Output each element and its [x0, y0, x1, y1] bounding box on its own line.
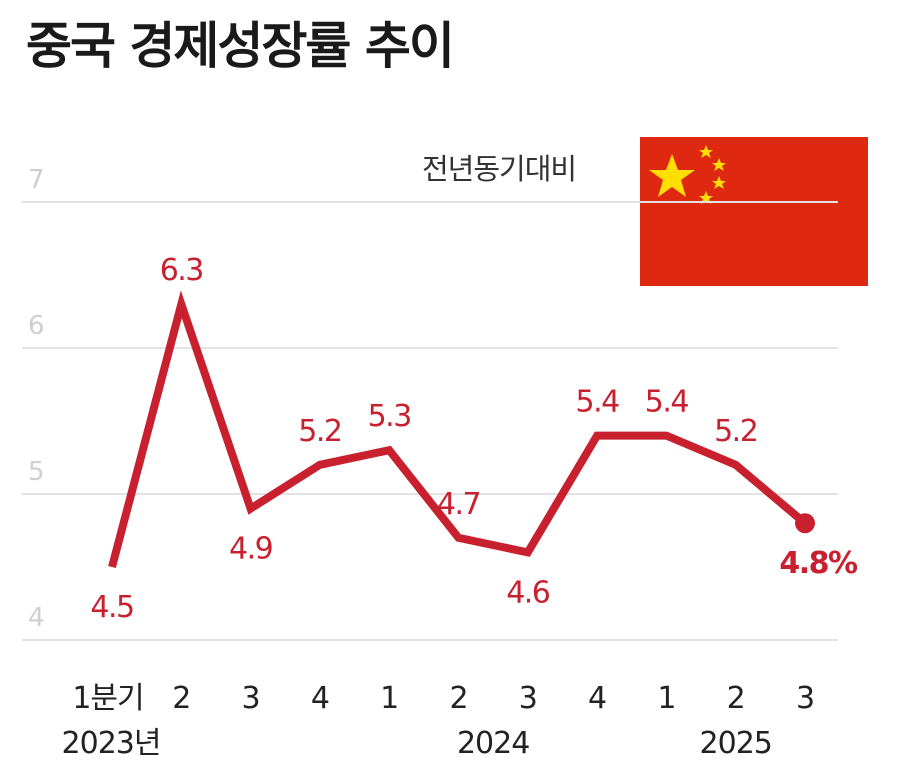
data-label: 4.6 [506, 575, 550, 610]
chart-title: 중국 경제성장률 추이 [26, 17, 455, 75]
y-tick-label: 6 [28, 311, 45, 341]
data-label: 4.5 [90, 590, 133, 625]
data-label: 5.3 [368, 399, 411, 434]
data-label: 5.2 [298, 414, 341, 449]
data-label: 4.8% [779, 546, 858, 581]
x-tick-label: 4 [311, 681, 329, 716]
x-tick-label: 2 [449, 681, 467, 716]
data-label: 5.4 [645, 385, 689, 420]
x-tick-label: 4 [588, 681, 606, 716]
y-tick-label: 5 [28, 457, 45, 487]
x-tick-label: 2 [727, 681, 745, 716]
data-label: 4.9 [229, 532, 272, 567]
x-tick-label: 3 [796, 681, 814, 716]
data-label: 4.7 [437, 487, 480, 522]
x-tick-label: 1 [380, 681, 398, 716]
data-label: 5.2 [714, 414, 757, 449]
x-tick-label: 1분기 [72, 681, 143, 716]
year-label: 2023년 [62, 726, 161, 761]
end-point-marker [795, 513, 815, 534]
chart-subtitle: 전년동기대비 [422, 152, 577, 186]
data-label: 5.4 [575, 385, 619, 420]
year-label: 2024 [457, 726, 529, 761]
x-tick-label: 1 [657, 681, 675, 716]
x-tick-label: 2 [172, 681, 190, 716]
y-tick-label: 4 [28, 603, 45, 633]
y-tick-label: 7 [28, 165, 45, 195]
x-tick-label: 3 [519, 681, 537, 716]
series-line [108, 290, 808, 569]
x-tick-label: 3 [242, 681, 260, 716]
data-label: 6.3 [160, 253, 203, 288]
china-flag-icon [640, 137, 868, 286]
year-label: 2025 [700, 726, 772, 761]
